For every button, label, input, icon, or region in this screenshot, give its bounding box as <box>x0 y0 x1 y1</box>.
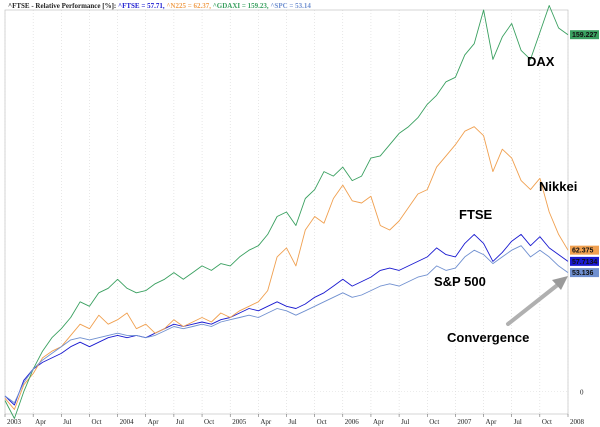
x-tick-label: Oct <box>317 418 327 426</box>
series-line-spc <box>4 245 569 404</box>
title-layer: ^FTSE - Relative Performance [%]: ^FTSE … <box>8 2 311 10</box>
convergence-arrow-head <box>552 276 568 290</box>
chart-title-prefix: ^FTSE - Relative Performance [%]: <box>8 2 118 10</box>
badge-background <box>570 245 599 255</box>
x-tick-label: 2006 <box>345 418 360 426</box>
x-tick-label: Apr <box>148 418 160 426</box>
annotation-dax: DAX <box>527 54 555 69</box>
last-value-badge: 159.227 <box>570 30 599 40</box>
x-tick-label: Oct <box>542 418 552 426</box>
badge-background <box>570 256 599 266</box>
axis-layer: 2003 Apr Jul Oct 2004 Apr Jul Oct 2005 Apr Jul Oct 2… <box>4 30 599 426</box>
annotation-nikkei: Nikkei <box>539 179 577 194</box>
x-tick-label: Jul <box>63 418 71 426</box>
x-tick-label: Jul <box>401 418 409 426</box>
x-tick-label: Apr <box>260 418 272 426</box>
series-line-gdaxi <box>4 5 569 419</box>
x-tick-label: 2005 <box>232 418 247 426</box>
convergence-arrow-shaft <box>506 281 562 326</box>
x-tick-label: 2007 <box>457 418 472 426</box>
x-tick-label: Apr <box>486 418 498 426</box>
badge-label: 57.7134 <box>572 259 597 266</box>
badge-label: 62.375 <box>572 248 594 255</box>
y-zero-label: 0 <box>580 389 584 397</box>
x-tick-label: Apr <box>373 418 385 426</box>
x-tick-label: Apr <box>35 418 47 426</box>
chart-title-item: ^SPC = 53.14 <box>269 2 312 10</box>
x-tick-label: 2008 <box>570 418 585 426</box>
badge-label: 53.136 <box>572 270 594 277</box>
chart-title-item: ^GDAXI = 159.23, <box>211 2 269 10</box>
x-tick-label: 2004 <box>120 418 135 426</box>
x-tick-label: Jul <box>514 418 522 426</box>
x-tick-label: Oct <box>91 418 101 426</box>
series-line-ftse <box>4 233 569 406</box>
x-tick-label: Oct <box>429 418 439 426</box>
last-value-badge: 53.136 <box>570 268 599 278</box>
chart-title-item: ^N225 = 62.37, <box>165 2 212 10</box>
annotation-convergence: Convergence <box>447 330 529 345</box>
badge-label: 159.227 <box>572 32 597 39</box>
x-tick-label: Oct <box>204 418 214 426</box>
x-tick-label: Jul <box>176 418 184 426</box>
series-layer <box>4 5 569 419</box>
convergence-arrow <box>506 276 568 326</box>
last-value-badge: 57.7134 <box>570 256 599 266</box>
last-value-badge: 62.375 <box>570 245 599 255</box>
annotation-ftse: FTSE <box>459 207 493 222</box>
annotation-layer: DAX Nikkei FTSE S&P 500 Convergence <box>434 54 577 345</box>
badge-background <box>570 30 599 40</box>
series-line-n225 <box>4 126 569 410</box>
chart-title-item: ^FTSE = 57.71, <box>118 2 165 10</box>
x-tick-label: Jul <box>289 418 297 426</box>
chart-title: ^FTSE - Relative Performance [%]: ^FTSE … <box>8 2 311 10</box>
annotation-sp500: S&P 500 <box>434 274 486 289</box>
x-tick-label: 2003 <box>7 418 22 426</box>
badge-background <box>570 268 599 278</box>
